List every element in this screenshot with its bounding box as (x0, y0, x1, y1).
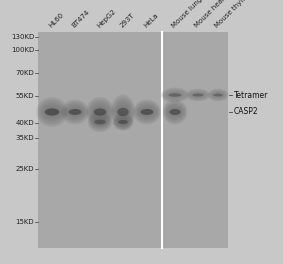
Text: Mouse lung: Mouse lung (171, 0, 203, 29)
Ellipse shape (114, 115, 132, 129)
Ellipse shape (167, 92, 183, 98)
Ellipse shape (163, 100, 187, 125)
Ellipse shape (191, 92, 205, 97)
Ellipse shape (61, 100, 89, 125)
Ellipse shape (118, 120, 128, 124)
Ellipse shape (90, 114, 110, 130)
Ellipse shape (95, 120, 106, 124)
Ellipse shape (92, 106, 108, 118)
Ellipse shape (166, 91, 184, 99)
Ellipse shape (189, 91, 207, 99)
Ellipse shape (62, 101, 88, 123)
Ellipse shape (42, 104, 62, 120)
Ellipse shape (163, 89, 186, 101)
Ellipse shape (113, 114, 133, 130)
Ellipse shape (168, 107, 182, 117)
Ellipse shape (38, 99, 67, 125)
Text: 70KD: 70KD (15, 70, 34, 76)
Ellipse shape (133, 100, 161, 125)
Ellipse shape (134, 101, 160, 123)
Ellipse shape (88, 112, 112, 132)
Ellipse shape (117, 119, 129, 125)
Ellipse shape (166, 104, 184, 120)
Ellipse shape (117, 108, 128, 116)
Text: 25KD: 25KD (16, 166, 34, 172)
Ellipse shape (211, 92, 225, 98)
Ellipse shape (45, 109, 59, 116)
Ellipse shape (213, 93, 223, 97)
Ellipse shape (63, 102, 87, 121)
Ellipse shape (88, 101, 112, 123)
Ellipse shape (135, 102, 158, 121)
Text: 15KD: 15KD (15, 219, 34, 225)
Ellipse shape (87, 99, 113, 125)
Ellipse shape (65, 104, 85, 120)
Ellipse shape (208, 89, 228, 101)
Ellipse shape (86, 97, 114, 127)
Ellipse shape (113, 113, 134, 131)
Text: Mouse heart: Mouse heart (194, 0, 229, 29)
Ellipse shape (139, 107, 155, 117)
Ellipse shape (114, 101, 132, 123)
Ellipse shape (90, 102, 110, 122)
Ellipse shape (209, 90, 227, 100)
Ellipse shape (39, 101, 65, 123)
Ellipse shape (187, 89, 209, 101)
Text: 293T: 293T (119, 12, 136, 29)
Ellipse shape (43, 106, 61, 118)
Ellipse shape (210, 91, 226, 99)
Ellipse shape (116, 105, 130, 119)
Ellipse shape (164, 101, 186, 123)
Text: CASP2: CASP2 (234, 107, 259, 116)
Ellipse shape (165, 102, 185, 121)
Ellipse shape (212, 92, 224, 97)
Ellipse shape (162, 88, 188, 102)
Text: 35KD: 35KD (15, 135, 34, 141)
Ellipse shape (112, 97, 134, 128)
Ellipse shape (91, 104, 109, 120)
Text: HeLa: HeLa (143, 12, 159, 29)
Ellipse shape (186, 89, 210, 101)
Bar (38, 32, 161, 248)
Ellipse shape (40, 102, 64, 122)
Ellipse shape (115, 116, 131, 128)
Ellipse shape (207, 89, 228, 101)
Text: 100KD: 100KD (11, 47, 34, 53)
Ellipse shape (66, 106, 84, 119)
Text: 130KD: 130KD (11, 34, 34, 40)
Ellipse shape (137, 104, 157, 120)
Ellipse shape (192, 93, 203, 97)
Bar (163, 32, 228, 248)
Ellipse shape (165, 90, 185, 100)
Ellipse shape (93, 118, 107, 126)
Ellipse shape (169, 93, 181, 97)
Ellipse shape (161, 87, 189, 102)
Ellipse shape (89, 113, 111, 131)
Ellipse shape (167, 106, 183, 119)
Ellipse shape (91, 116, 109, 128)
Text: BT474: BT474 (71, 9, 91, 29)
Ellipse shape (190, 92, 206, 98)
Ellipse shape (36, 97, 68, 127)
Text: Mouse thymus: Mouse thymus (214, 0, 254, 29)
Ellipse shape (68, 109, 82, 115)
Ellipse shape (116, 117, 130, 126)
Text: HL60: HL60 (48, 12, 65, 29)
Ellipse shape (188, 90, 208, 100)
Text: 40KD: 40KD (15, 120, 34, 126)
Text: Tetramer: Tetramer (234, 91, 268, 100)
Ellipse shape (115, 103, 131, 121)
Text: 55KD: 55KD (16, 93, 34, 99)
Ellipse shape (113, 99, 133, 125)
Ellipse shape (141, 109, 153, 115)
Ellipse shape (67, 107, 83, 117)
Ellipse shape (138, 106, 156, 119)
Ellipse shape (94, 109, 106, 116)
Ellipse shape (170, 109, 181, 115)
Ellipse shape (111, 95, 135, 130)
Ellipse shape (92, 117, 108, 127)
Text: HepG2: HepG2 (96, 8, 117, 29)
